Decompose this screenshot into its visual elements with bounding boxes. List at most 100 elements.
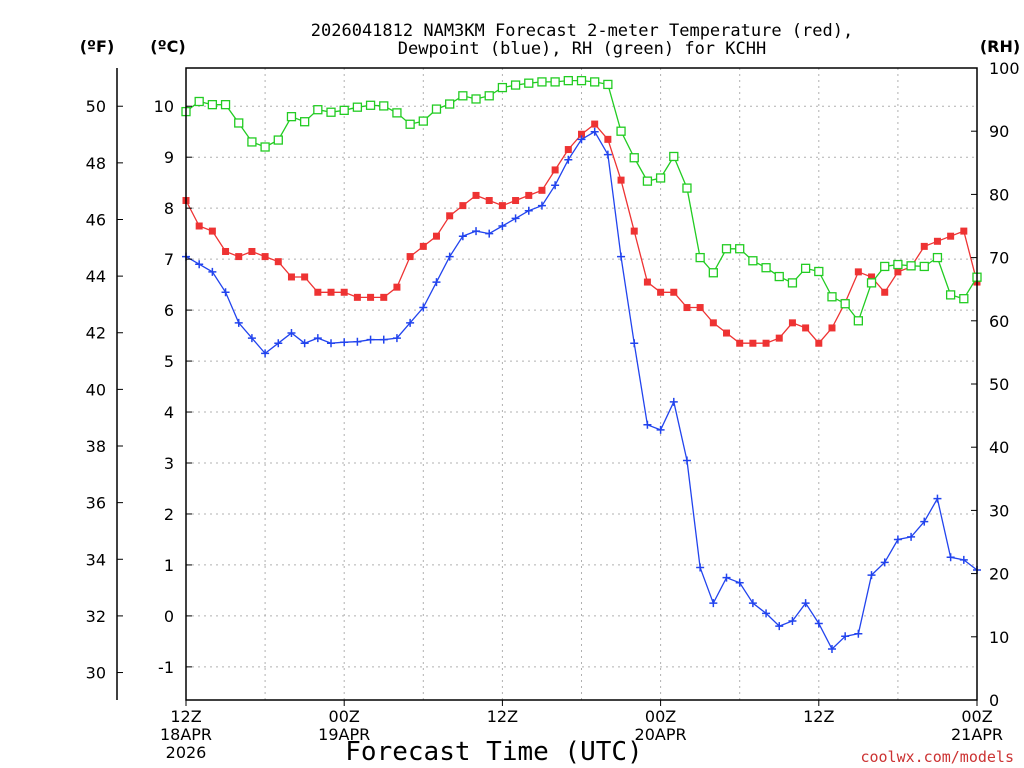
x-tick-label: 12Z bbox=[487, 707, 518, 726]
dewpoint-point bbox=[762, 609, 771, 618]
2-meter-temperature-point bbox=[947, 232, 955, 240]
rh-point bbox=[669, 151, 679, 162]
x-tick-label: 12Z bbox=[803, 707, 834, 726]
dewpoint-point bbox=[327, 339, 336, 348]
2-meter-temperature-point bbox=[248, 247, 256, 255]
rh-point bbox=[418, 116, 428, 126]
series-layer bbox=[181, 75, 982, 654]
celsius-tick-label: 8 bbox=[164, 199, 174, 218]
x-tick-label: 21APR bbox=[951, 725, 1003, 744]
rh-point bbox=[761, 263, 771, 273]
rh-point bbox=[313, 105, 323, 115]
2-meter-temperature-point bbox=[419, 242, 427, 250]
dewpoint-point bbox=[366, 335, 375, 344]
rh-point bbox=[748, 256, 758, 266]
dewpoint-point bbox=[630, 339, 639, 348]
chart-title-line1: 2026041812 NAM3KM Forecast 2-meter Tempe… bbox=[311, 21, 853, 41]
2-meter-temperature-point bbox=[564, 146, 572, 154]
rh-tick-label: 70 bbox=[989, 249, 1009, 268]
rh-point bbox=[273, 135, 283, 145]
dewpoint-point bbox=[432, 278, 441, 287]
rh-point bbox=[827, 292, 837, 302]
2-meter-temperature-point bbox=[630, 227, 638, 235]
rh-tick-label: 80 bbox=[989, 185, 1009, 204]
rh-point bbox=[339, 105, 349, 115]
dewpoint-point bbox=[564, 155, 573, 164]
dewpoint-point bbox=[709, 599, 718, 608]
rh-tick-label: 0 bbox=[989, 691, 999, 710]
2-meter-temperature-point bbox=[235, 253, 243, 261]
unit-label-rh: (RH) bbox=[980, 37, 1020, 56]
dewpoint-point bbox=[801, 599, 810, 608]
2-meter-temperature-point bbox=[261, 253, 269, 261]
fahrenheit-tick-label: 30 bbox=[86, 664, 106, 683]
rh-point bbox=[207, 100, 218, 110]
rh-point bbox=[616, 126, 626, 136]
celsius-tick-label: 3 bbox=[164, 454, 174, 473]
rh-point bbox=[365, 100, 376, 110]
x-tick-label: 2026 bbox=[166, 743, 207, 762]
dewpoint-point bbox=[946, 553, 955, 562]
2-meter-temperature-point bbox=[736, 339, 744, 347]
fahrenheit-tick-label: 40 bbox=[86, 380, 106, 399]
fahrenheit-tick-label: 50 bbox=[86, 97, 106, 116]
rh-point bbox=[866, 278, 877, 288]
dewpoint-point bbox=[458, 232, 467, 241]
2-meter-temperature-point bbox=[485, 197, 493, 205]
rh-point bbox=[655, 173, 666, 183]
rh-point bbox=[471, 94, 481, 104]
rh-point bbox=[550, 77, 560, 87]
2-meter-temperature-point bbox=[301, 273, 309, 281]
rh-point bbox=[510, 80, 521, 90]
2-meter-temperature-point bbox=[960, 227, 968, 235]
rh-point bbox=[497, 82, 508, 93]
2-meter-temperature-point bbox=[775, 334, 783, 342]
celsius-tick-label: 4 bbox=[164, 403, 174, 422]
fahrenheit-tick-label: 38 bbox=[86, 437, 106, 456]
dewpoint-point bbox=[511, 214, 520, 223]
dewpoint-point bbox=[722, 573, 731, 582]
dewpoint-point bbox=[590, 127, 599, 136]
dewpoint-point bbox=[933, 494, 942, 503]
2-meter-temperature-point bbox=[802, 324, 810, 332]
rh-point bbox=[774, 271, 784, 282]
dewpoint-point bbox=[867, 571, 876, 580]
rh-point bbox=[405, 119, 415, 129]
2-meter-temperature-point bbox=[762, 339, 770, 347]
rh-point bbox=[220, 100, 231, 110]
rh-point bbox=[445, 99, 455, 109]
fahrenheit-tick-label: 36 bbox=[86, 494, 106, 513]
dewpoint-point bbox=[775, 622, 784, 631]
rh-point bbox=[590, 77, 600, 87]
dewpoint-point bbox=[907, 532, 916, 541]
2-meter-temperature-point bbox=[591, 120, 599, 128]
dewpoint-point bbox=[577, 135, 586, 144]
2-meter-temperature-point bbox=[432, 232, 440, 240]
dewpoint-point bbox=[498, 222, 507, 230]
rh-tick-label: 50 bbox=[989, 375, 1009, 394]
2-meter-temperature-point bbox=[340, 288, 348, 296]
rh-tick-label: 30 bbox=[989, 501, 1009, 520]
rh-point bbox=[721, 244, 732, 254]
dewpoint-point bbox=[261, 349, 270, 358]
2-meter-temperature-point bbox=[406, 253, 414, 261]
dewpoint-point bbox=[353, 337, 362, 346]
rh-point bbox=[735, 244, 745, 254]
dewpoint-point bbox=[234, 318, 243, 327]
celsius-tick-label: 9 bbox=[164, 148, 174, 167]
celsius-tick-label: 7 bbox=[164, 250, 174, 269]
plot-frame bbox=[185, 67, 978, 701]
2-meter-temperature-point bbox=[393, 283, 401, 291]
2-meter-temperature-point bbox=[617, 176, 625, 184]
2-meter-temperature-point bbox=[828, 324, 836, 332]
dewpoint-point bbox=[287, 329, 296, 338]
dewpoint-point bbox=[379, 335, 388, 344]
rh-point bbox=[379, 101, 389, 111]
dewpoint-point bbox=[392, 334, 401, 343]
rh-point bbox=[286, 112, 297, 122]
2-meter-temperature-point bbox=[868, 273, 876, 281]
rh-point bbox=[787, 278, 798, 288]
celsius-tick-label: 6 bbox=[164, 301, 174, 320]
rh-point bbox=[603, 79, 613, 90]
